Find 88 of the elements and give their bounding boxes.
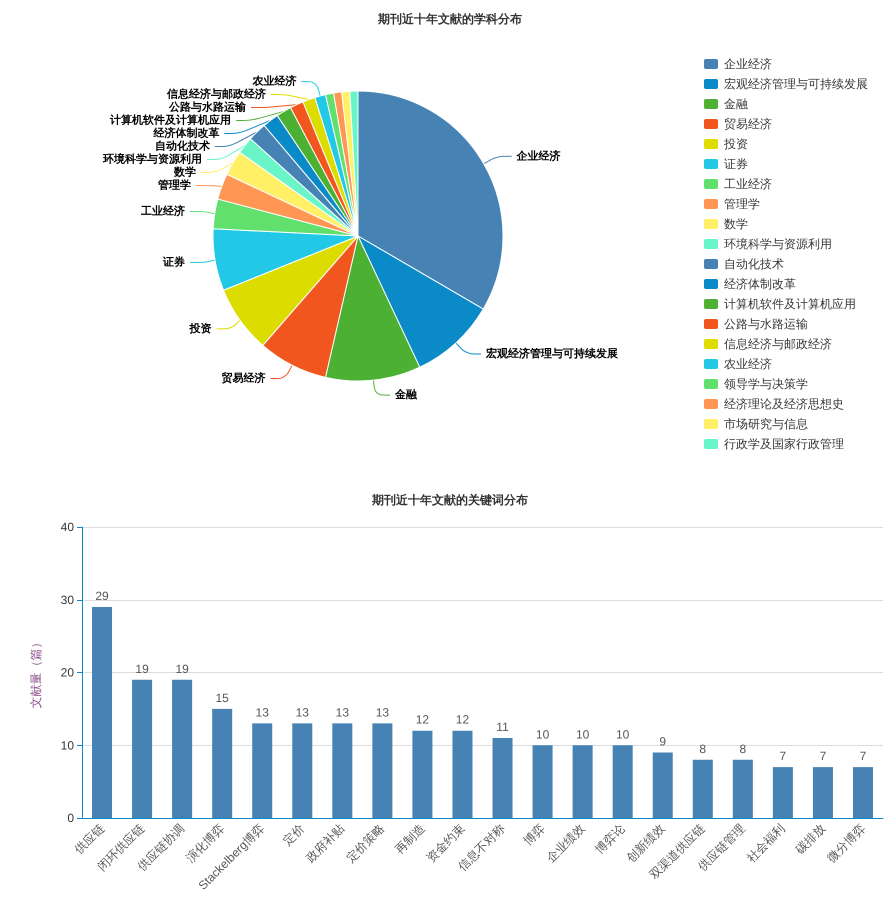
data-label: 10: [616, 727, 630, 742]
legend-label: 经济理论及经济思想史: [724, 397, 844, 411]
legend-label: 企业经济: [724, 57, 772, 71]
y-tick-label: 10: [60, 738, 74, 752]
slice-label: 数学: [172, 166, 196, 179]
legend-label: 经济体制改革: [724, 277, 796, 291]
legend-label: 工业经济: [724, 177, 772, 191]
data-label: 19: [175, 662, 190, 676]
data-label: 13: [376, 705, 390, 720]
bar: [772, 767, 793, 818]
slice-label: 经济体制改革: [152, 126, 220, 140]
slice-label: 管理学: [157, 178, 192, 192]
data-label: 19: [135, 662, 150, 676]
legend-label: 证券: [724, 157, 748, 171]
y-tick-label: 30: [60, 592, 74, 607]
data-label: 29: [95, 589, 110, 604]
legend-label: 投资: [723, 137, 748, 151]
slice-label: 工业经济: [140, 204, 185, 218]
y-tick-label: 40: [60, 520, 74, 534]
slice-label: 投资: [188, 322, 212, 335]
bar: [732, 760, 753, 818]
legend-label: 市场研究与信息: [724, 417, 808, 431]
data-label: 13: [296, 705, 310, 720]
legend-label: 领导学与决策学: [724, 377, 808, 391]
y-tick-label: 0: [67, 811, 74, 825]
data-label: 11: [496, 720, 510, 734]
legend-label: 金融: [724, 97, 748, 111]
data-label: 12: [456, 712, 470, 727]
bar: [612, 745, 633, 818]
slice-label: 农业经济: [251, 74, 296, 88]
bar: [212, 708, 232, 818]
data-label: 9: [659, 734, 666, 749]
data-label: 13: [336, 705, 350, 720]
x-tick-label: 博弈论: [592, 821, 628, 856]
y-axis-title: 文献量（篇）: [29, 636, 43, 708]
bar: [852, 767, 873, 818]
bar: [412, 730, 432, 818]
bar: [492, 738, 513, 818]
chart-title: 期刊近十年文献的学科分布: [377, 12, 522, 26]
legend-label: 贸易经济: [724, 117, 772, 131]
bar: [652, 752, 673, 818]
data-label: 10: [536, 727, 550, 742]
data-label: 15: [215, 690, 230, 705]
slice-label: 宏观经济管理与可持续发展: [485, 347, 618, 360]
bar: [252, 723, 272, 818]
data-label: 7: [820, 749, 827, 764]
legend-label: 公路与水路运输: [724, 317, 808, 331]
data-label: 10: [576, 727, 590, 742]
bar: [452, 730, 472, 818]
legend-label: 数学: [724, 217, 748, 231]
bar: [332, 723, 352, 818]
bar: [132, 680, 152, 818]
bar: [292, 723, 312, 818]
slice-label: 证券: [162, 256, 186, 269]
data-label: 7: [860, 749, 867, 764]
slice-label: 金融: [394, 388, 418, 402]
slice-label: 环境科学与资源利用: [102, 152, 202, 166]
data-label: 7: [780, 749, 787, 764]
legend-label: 管理学: [724, 197, 760, 211]
data-label: 12: [416, 712, 430, 727]
y-tick-label: 20: [60, 666, 74, 680]
legend-label: 农业经济: [724, 357, 772, 371]
x-tick-label: 再制造: [392, 821, 428, 856]
bar: [372, 723, 392, 818]
slice-label: 自动化技术: [154, 140, 210, 153]
slice-label: 企业经济: [516, 149, 561, 162]
legend-label: 宏观经济管理与可持续发展: [724, 77, 868, 91]
bar: [572, 745, 593, 818]
bar: [692, 760, 713, 818]
data-label: 8: [699, 742, 706, 756]
slice-label: 计算机软件及计算机应用: [109, 114, 232, 127]
legend-label: 计算机软件及计算机应用: [724, 297, 856, 311]
bar: [812, 767, 833, 818]
data-label: 8: [739, 742, 746, 756]
slice-label: 贸易经济: [221, 372, 266, 385]
data-label: 13: [256, 705, 270, 720]
bar: [92, 607, 112, 818]
bar: [172, 680, 192, 818]
x-tick-label: 社会福利: [744, 821, 788, 865]
legend-label: 信息经济与邮政经济: [724, 337, 832, 351]
legend-label: 行政学及国家行政管理: [724, 437, 844, 451]
legend-label: 自动化技术: [724, 257, 784, 271]
legend-label: 环境科学与资源利用: [724, 237, 832, 251]
slice-label: 公路与水路运输: [168, 100, 248, 114]
x-tick-label: 供应链: [72, 821, 107, 856]
chart-title: 期刊近十年文献的关键词分布: [371, 493, 528, 507]
bar: [532, 745, 553, 818]
slice-label: 信息经济与邮政经济: [166, 88, 266, 101]
